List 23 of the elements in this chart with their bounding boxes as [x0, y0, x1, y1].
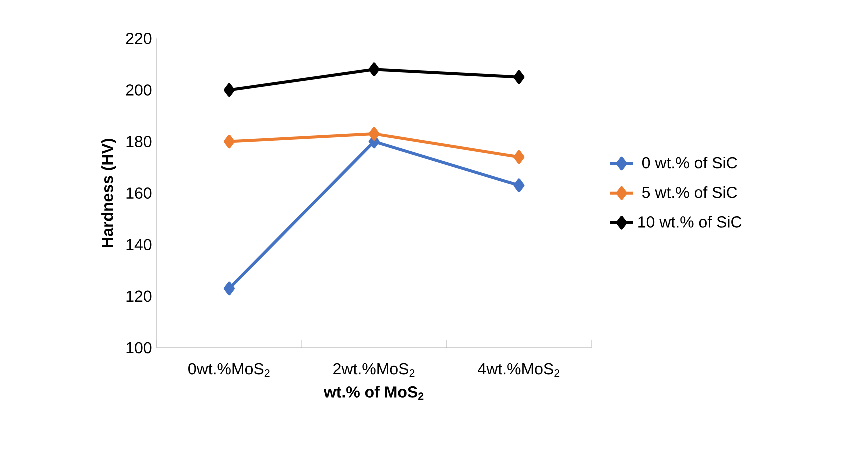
point [224, 134, 235, 149]
point [224, 282, 235, 296]
legend-label: 5 wt.% of SiC [642, 186, 738, 198]
legend-label: 0 wt.% of SiC [642, 156, 738, 169]
x-tick-label: 2wt.%MoS$_{2}$ [334, 363, 415, 377]
point [368, 127, 380, 141]
y-tick-label: 180 [126, 136, 152, 148]
y-tick-label: 160 [126, 188, 152, 199]
x-axis-title: wt.% of MoS$_{2}$ [324, 386, 424, 400]
point [514, 178, 525, 192]
y-axis-title: Hardness (HV) [102, 139, 116, 248]
y-tick-label: 140 [126, 239, 152, 251]
point [514, 70, 525, 84]
y-tick-label: 200 [126, 84, 152, 96]
x-tick-label: 4wt.%MoS$_{2}$ [478, 363, 560, 377]
point [224, 83, 235, 98]
point [514, 150, 525, 164]
y-tick-label: 220 [126, 33, 152, 44]
point [368, 62, 380, 76]
legend-label: 10 wt.% of SiC [638, 216, 742, 228]
y-tick-label: 100 [126, 342, 152, 354]
y-tick-label: 120 [126, 290, 152, 302]
x-tick-label: 0wt.%MoS$_{2}$ [188, 363, 270, 377]
